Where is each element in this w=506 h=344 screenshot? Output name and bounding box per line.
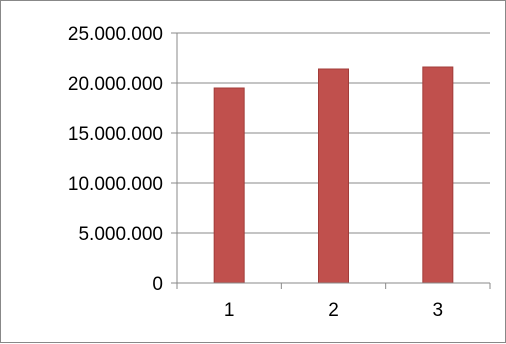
bars (213, 66, 454, 284)
bar-3 (422, 66, 454, 284)
x-tick-label: 1 (224, 300, 235, 321)
x-tick-label: 2 (328, 300, 339, 321)
tick-labels: 0 5.000.000 10.000.000 15.000.000 20.000.000… (68, 24, 443, 321)
bar-2 (318, 68, 349, 284)
x-tick-label: 3 (433, 300, 444, 321)
axes (171, 33, 491, 289)
y-tick-label: 10.000.000 (68, 174, 163, 195)
y-tick-label: 20.000.000 (68, 74, 163, 95)
y-tick-label: 5.000.000 (78, 224, 163, 245)
y-tick-label: 25.000.000 (68, 24, 163, 45)
y-tick-label: 0 (152, 274, 163, 295)
y-tick-label: 15.000.000 (68, 124, 163, 145)
bar-1 (213, 87, 245, 284)
